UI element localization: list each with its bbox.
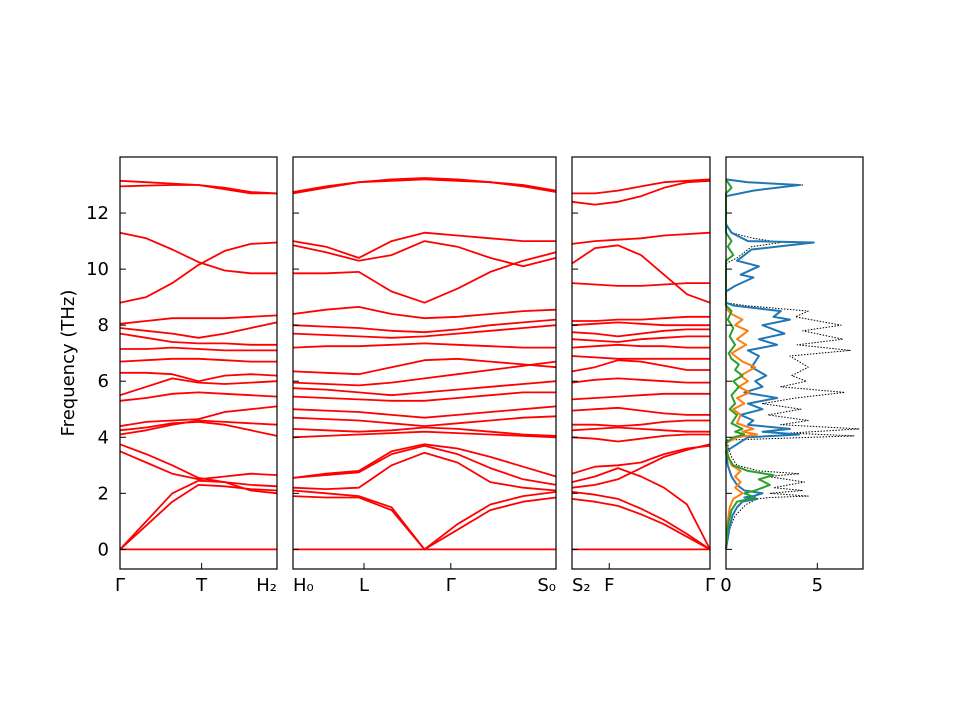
- phonon-band-line: [571, 328, 710, 338]
- dos-x-tick-label: 0: [720, 575, 731, 596]
- phonon-band-line: [292, 360, 557, 387]
- phonon-band-line: [292, 324, 557, 339]
- phonon-band-line: [292, 240, 557, 268]
- high-symmetry-label: Γ: [115, 575, 125, 596]
- phonon-band-line: [571, 355, 710, 360]
- phonon-band-line: [292, 177, 557, 193]
- dos-projected-1-line: [725, 178, 815, 550]
- phonon-band-line: [292, 231, 556, 259]
- phonon-band-line: [292, 426, 557, 437]
- y-tick-label: 4: [98, 427, 109, 448]
- phonon-band-line: [119, 179, 278, 195]
- band-panel-3: S₂ F Γ: [571, 156, 715, 596]
- high-symmetry-label: F: [604, 575, 614, 596]
- dos-projected-3-line: [725, 178, 775, 550]
- phonon-band-line: [292, 430, 557, 439]
- phonon-band-line: [292, 318, 557, 334]
- y-tick-label: 2: [98, 483, 109, 504]
- phonon-band-line: [119, 483, 278, 551]
- phonon-band-line: [292, 495, 557, 551]
- high-symmetry-label: L: [359, 575, 369, 596]
- phonon-band-line: [571, 244, 711, 304]
- phonon-band-line: [572, 178, 711, 195]
- phonon-band-line: [292, 415, 557, 428]
- y-tick-label: 10: [86, 259, 109, 280]
- phonon-band-line: [292, 444, 557, 486]
- high-symmetry-label: T: [195, 575, 208, 596]
- high-symmetry-label: Γ: [446, 575, 456, 596]
- phonon-band-line: [292, 380, 557, 397]
- y-tick-label: 12: [86, 203, 109, 224]
- phonon-band-line: [571, 231, 711, 245]
- phonon-band-line: [571, 443, 711, 489]
- phonon-band-line: [292, 305, 557, 320]
- phonon-band-line: [571, 179, 711, 206]
- phonon-band-line: [571, 433, 710, 443]
- phonon-band-line: [119, 420, 278, 437]
- y-tick-label: 8: [98, 315, 109, 336]
- phonon-band-line: [292, 405, 557, 419]
- band-panels: Γ T H₂ H₀ L Γ S₀ S₂ F Γ: [115, 156, 715, 596]
- phonon-band-line: [292, 391, 556, 402]
- y-tick-label: 6: [98, 371, 109, 392]
- phonon-band-line: [292, 489, 557, 551]
- phonon-band-line: [571, 491, 711, 551]
- phonon-band-line: [119, 450, 278, 481]
- phonon-band-line: [571, 392, 710, 401]
- phonon-band-line: [571, 321, 710, 327]
- phonon-band-line: [119, 241, 278, 304]
- phonon-band-line: [292, 178, 557, 195]
- phonon-band-line: [292, 443, 557, 479]
- phonon-band-line: [571, 426, 710, 433]
- y-tick-labels: 0 2 4 6 8 10 12: [86, 203, 109, 560]
- phonon-band-line: [119, 357, 277, 363]
- phonon-band-line: [119, 332, 277, 346]
- y-tick-label: 0: [98, 539, 109, 560]
- phonon-band-line: [571, 377, 710, 384]
- dos-projected-2-line: [725, 307, 759, 550]
- phonon-band-line: [571, 467, 711, 550]
- phonon-band-line: [292, 451, 557, 492]
- band-panel-1: Γ T H₂: [115, 156, 278, 596]
- high-symmetry-label: H₂: [256, 575, 277, 596]
- phonon-band-line: [292, 357, 557, 376]
- panel-frame: [119, 156, 278, 570]
- phonon-band-line: [120, 371, 278, 383]
- dos-x-tick-label: 5: [812, 575, 823, 596]
- panel-frame: [571, 156, 711, 570]
- y-axis-label: Frequency (THz): [58, 290, 79, 437]
- phonon-band-line: [119, 405, 278, 427]
- phonon-band-line: [119, 443, 278, 495]
- phonon-band-line: [119, 479, 278, 551]
- phonon-band-line: [571, 498, 711, 551]
- phonon-band-line: [119, 419, 278, 436]
- phonon-band-line: [119, 314, 278, 325]
- phonon-band-line: [571, 343, 710, 349]
- panel-frame: [292, 156, 557, 570]
- phonon-band-line: [292, 342, 556, 349]
- high-symmetry-label: S₀: [537, 575, 556, 596]
- phonon-band-line: [572, 419, 710, 428]
- phonon-band-line: [119, 231, 277, 275]
- phonon-band-line: [120, 346, 277, 352]
- phonon-band-line: [571, 444, 711, 475]
- phonon-band-line: [572, 315, 710, 322]
- dos-total-line: [725, 178, 860, 550]
- high-symmetry-label: H₀: [293, 575, 314, 596]
- high-symmetry-label: S₂: [572, 575, 591, 596]
- phonon-band-line: [571, 359, 710, 373]
- phonon-band-line: [119, 391, 278, 402]
- phonon-band-line: [119, 321, 278, 339]
- band-panel-2: H₀ L Γ S₀: [292, 156, 557, 596]
- phonon-band-line: [571, 335, 710, 343]
- phonon-band-line: [119, 377, 278, 397]
- phonon-band-line: [571, 282, 710, 287]
- panel-frame: [725, 156, 864, 570]
- phonon-band-line: [293, 251, 557, 304]
- phonon-band-line: [571, 406, 710, 416]
- high-symmetry-label: Γ: [705, 575, 715, 596]
